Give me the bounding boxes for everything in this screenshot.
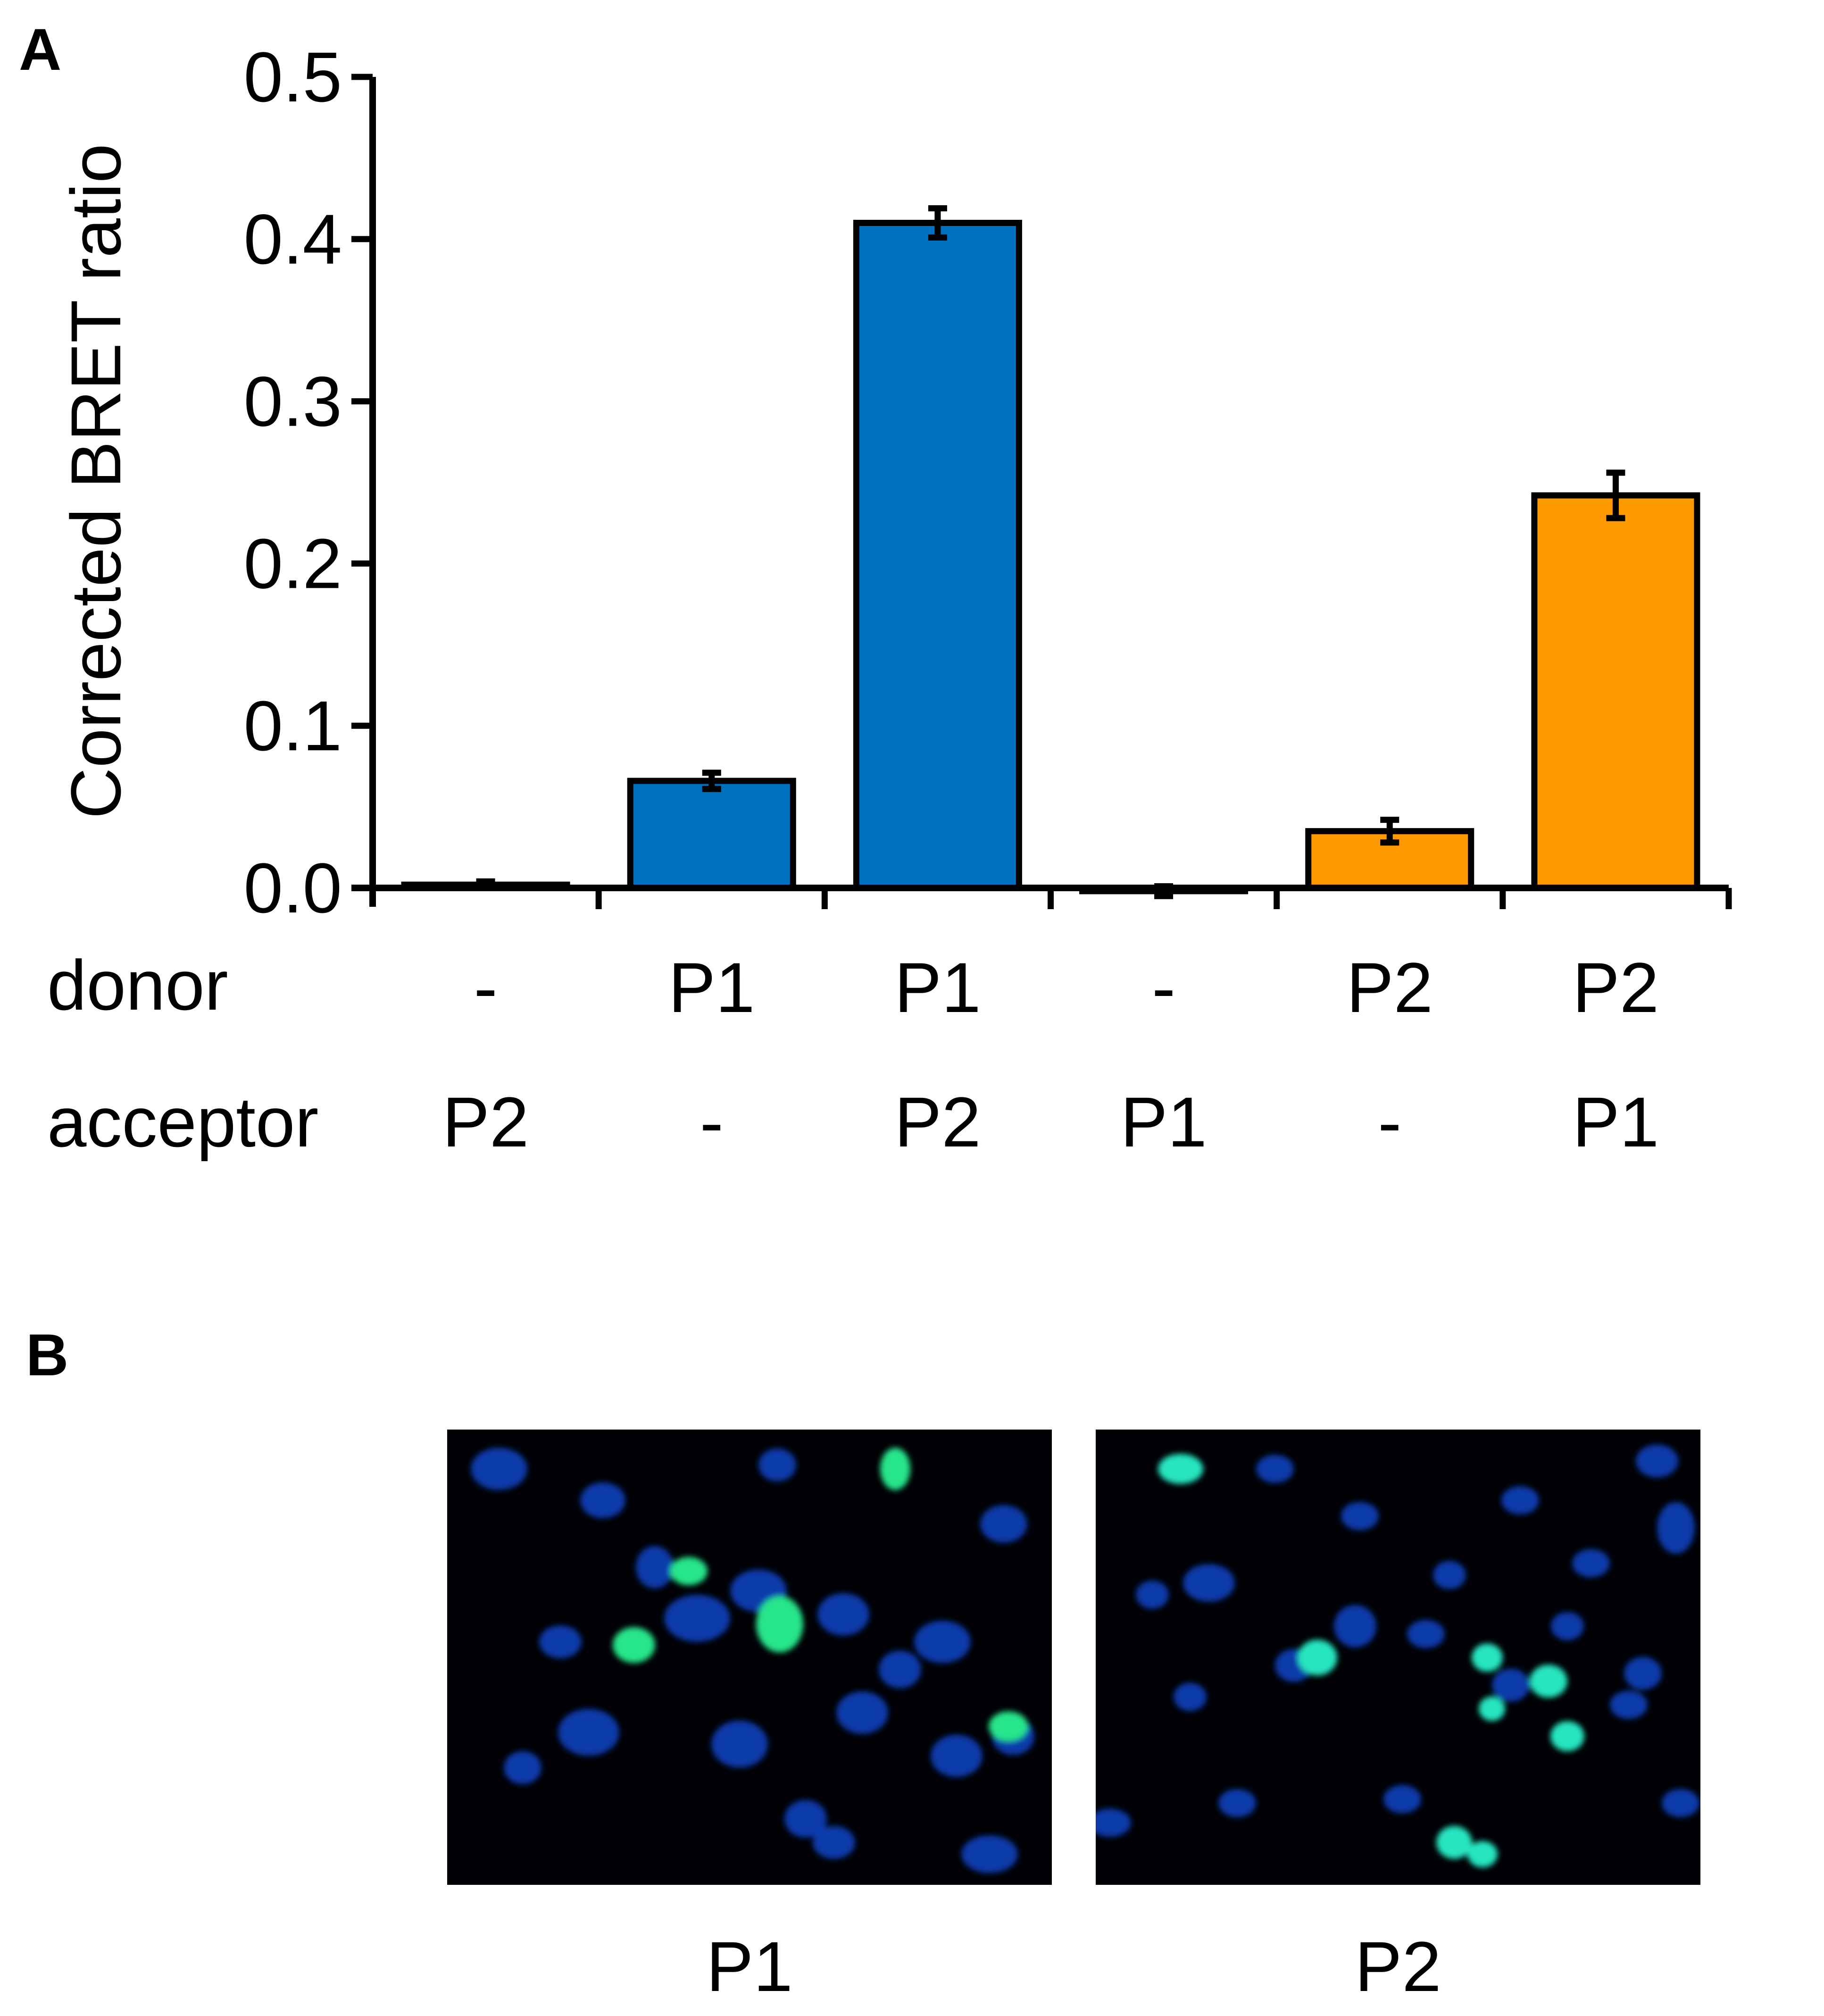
panel-label-a: A — [19, 17, 61, 83]
nucleus — [980, 1505, 1027, 1543]
acceptor-label: P2 — [442, 1082, 529, 1162]
fluorescent-nucleus — [613, 1627, 655, 1663]
donor-label: P1 — [668, 948, 755, 1027]
micrograph-background — [1096, 1430, 1700, 1885]
acceptor-label: P1 — [1120, 1082, 1207, 1162]
bars — [401, 205, 1700, 899]
bar — [853, 219, 1022, 891]
nucleus — [1383, 1785, 1421, 1814]
micrograph-label: P2 — [1355, 1927, 1441, 2006]
micrograph-label: P1 — [706, 1927, 792, 2006]
fluorescent-nucleus — [1479, 1696, 1505, 1721]
axes — [351, 77, 1732, 909]
bar — [1305, 828, 1474, 891]
fluorescent-nucleus — [1436, 1826, 1472, 1859]
row-label-donor: donor — [47, 945, 228, 1025]
nucleus — [817, 1593, 869, 1636]
fluorescent-nucleus — [1467, 1841, 1498, 1868]
y-tick-label: 0.2 — [243, 524, 342, 603]
nucleus — [664, 1595, 730, 1642]
fluorescent-nucleus — [1530, 1665, 1567, 1698]
fluorescent-nucleus — [989, 1711, 1028, 1742]
y-axis-ticks: 0.0 0.1 0.2 0.3 0.4 0.5 — [243, 37, 373, 928]
fluorescent-nucleus — [1158, 1454, 1203, 1484]
micrograph-p2: P2 — [1096, 1430, 1700, 2006]
nucleus — [1501, 1486, 1539, 1515]
nucleus — [1334, 1605, 1376, 1648]
panel-label-b: B — [26, 1322, 68, 1388]
nucleus — [1657, 1502, 1695, 1554]
nucleus — [1407, 1620, 1445, 1648]
nucleus — [1433, 1561, 1466, 1589]
acceptor-label: P2 — [894, 1082, 981, 1162]
category-labels: - P2 P1 - P1 P2 - P1 P2 - P2 P1 — [442, 948, 1659, 1162]
nucleus — [914, 1621, 971, 1664]
fluorescent-nucleus — [1472, 1643, 1503, 1672]
acceptor-label: - — [1378, 1082, 1401, 1162]
donor-label: P1 — [894, 948, 981, 1027]
acceptor-label: - — [700, 1082, 724, 1162]
nucleus — [931, 1734, 983, 1777]
nucleus — [1610, 1690, 1648, 1719]
donor-label: P2 — [1347, 948, 1433, 1027]
nucleus — [1136, 1581, 1169, 1609]
fluorescent-nucleus — [1550, 1721, 1584, 1752]
nucleus — [580, 1482, 625, 1519]
micrograph-panels: P1 P2 — [447, 1430, 1700, 2006]
bar-chart: Corrected BRET ratio 0.00.10.20.30.40.5 … — [47, 37, 1732, 1162]
nucleus — [784, 1800, 827, 1838]
row-label-acceptor: acceptor — [47, 1082, 318, 1162]
nucleus — [504, 1751, 541, 1784]
y-tick-label: 0.4 — [243, 200, 342, 279]
fluorescent-nucleus — [1298, 1640, 1337, 1676]
donor-label: P2 — [1573, 948, 1659, 1027]
micrograph-p1: P1 — [447, 1430, 1052, 2006]
nucleus — [879, 1650, 921, 1689]
bar — [1531, 492, 1700, 891]
bar — [627, 778, 796, 891]
nucleus — [1662, 1789, 1699, 1817]
acceptor-label: P1 — [1573, 1082, 1659, 1162]
nucleus — [539, 1625, 582, 1659]
nucleus — [471, 1447, 527, 1490]
nucleus — [1174, 1682, 1207, 1711]
nucleus — [1096, 1808, 1131, 1837]
y-tick-label: 0.1 — [243, 686, 342, 765]
nucleus — [1636, 1444, 1678, 1478]
y-tick-label: 0.5 — [243, 37, 342, 117]
y-tick-label: 0.3 — [243, 362, 342, 441]
donor-label: - — [474, 948, 498, 1027]
nucleus — [836, 1691, 888, 1734]
nucleus — [1572, 1549, 1610, 1578]
nucleus — [813, 1826, 855, 1859]
nucleus — [1256, 1455, 1294, 1483]
y-tick-label: 0.0 — [243, 848, 342, 928]
fluorescent-nucleus — [670, 1557, 708, 1586]
y-axis-label: Corrected BRET ratio — [56, 143, 135, 819]
donor-label: - — [1152, 948, 1175, 1027]
nucleus — [1551, 1612, 1584, 1640]
nucleus — [1341, 1502, 1379, 1531]
nucleus — [961, 1835, 1018, 1874]
nucleus — [758, 1448, 796, 1482]
nucleus — [711, 1720, 768, 1768]
fluorescent-nucleus — [880, 1447, 910, 1490]
nucleus — [1183, 1564, 1235, 1602]
nucleus — [636, 1546, 674, 1589]
fluorescent-nucleus — [756, 1596, 803, 1653]
nucleus — [1218, 1789, 1256, 1817]
nucleus — [558, 1708, 619, 1756]
nucleus — [1624, 1656, 1662, 1690]
nucleus — [1492, 1668, 1530, 1702]
